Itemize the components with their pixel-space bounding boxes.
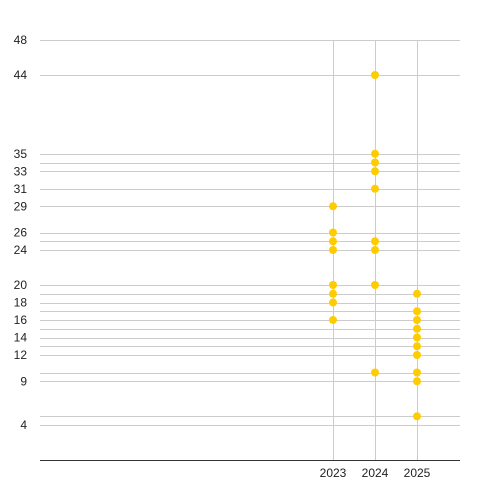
data-point: [413, 412, 421, 421]
data-point: [371, 184, 379, 193]
data-point: [371, 167, 379, 176]
data-point: [413, 307, 421, 316]
data-point: [329, 202, 337, 211]
x-axis-tick-labels: 2023 2024 2025: [320, 466, 431, 480]
y-axis-tick-labels: 4 9 12 14 16 18 20 24 26 29 31 33 35 44 48: [14, 33, 28, 432]
y-tick-label: 44: [14, 68, 28, 82]
y-tick-label: 26: [14, 226, 28, 240]
data-point: [413, 324, 421, 333]
data-point: [371, 368, 379, 377]
y-tick-label: 48: [14, 33, 28, 47]
y-tick-label: 24: [14, 243, 28, 257]
data-point: [329, 298, 337, 307]
data-point: [329, 316, 337, 324]
x-tick-label: 2023: [320, 466, 347, 480]
y-tick-label: 33: [14, 164, 28, 178]
data-point: [371, 237, 379, 246]
data-point: [371, 71, 379, 79]
data-points: [329, 71, 421, 421]
data-point: [413, 351, 421, 359]
data-point: [413, 289, 421, 298]
x-tick-label: 2024: [362, 466, 389, 480]
chart-grid: [40, 40, 460, 460]
data-point: [413, 368, 421, 377]
data-point: [413, 377, 421, 386]
data-point: [329, 246, 337, 254]
data-point: [329, 289, 337, 298]
data-point: [413, 333, 421, 342]
y-tick-label: 9: [20, 374, 27, 388]
y-tick-label: 12: [14, 348, 28, 362]
y-tick-label: 4: [20, 418, 27, 432]
data-point: [371, 246, 379, 254]
y-tick-label: 18: [14, 296, 28, 310]
data-point: [329, 228, 337, 237]
data-point: [413, 316, 421, 324]
x-tick-label: 2025: [404, 466, 431, 480]
data-point: [413, 342, 421, 351]
data-point: [329, 281, 337, 289]
y-tick-label: 14: [14, 331, 28, 345]
data-point: [329, 237, 337, 246]
y-tick-label: 29: [14, 199, 28, 213]
y-tick-label: 31: [14, 182, 28, 196]
data-point: [371, 158, 379, 167]
data-point: [371, 281, 379, 289]
y-tick-label: 20: [14, 278, 28, 292]
y-tick-label: 16: [14, 313, 28, 327]
data-point: [371, 149, 379, 158]
y-tick-label: 35: [14, 147, 28, 161]
